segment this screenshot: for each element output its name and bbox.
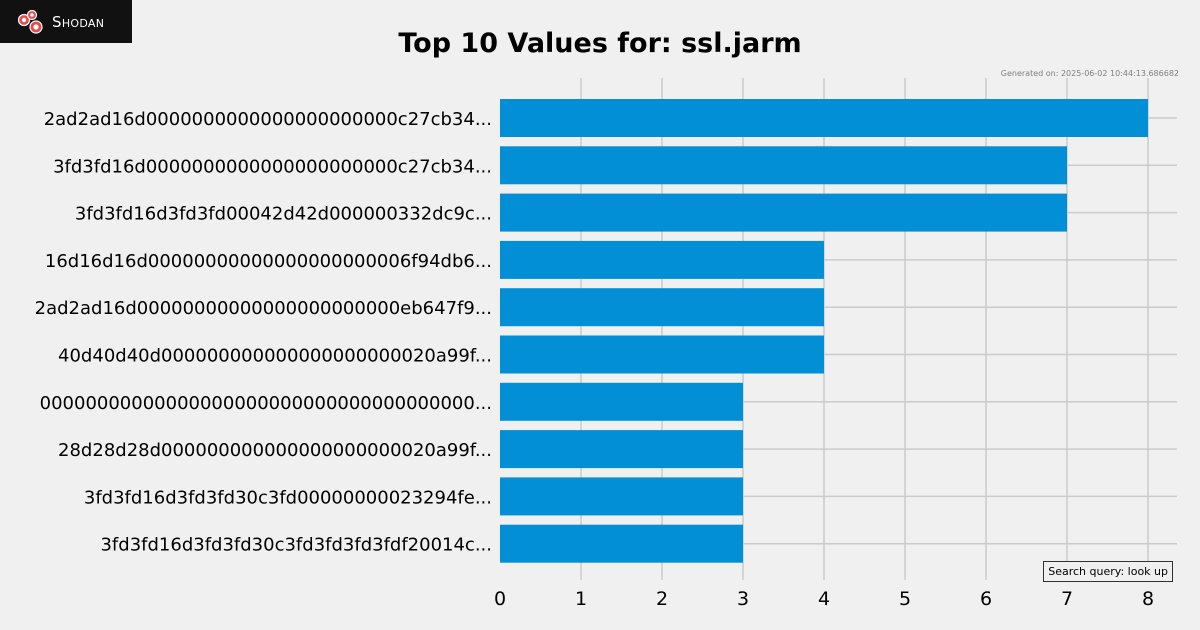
shodan-logo-text: Shodan — [52, 12, 105, 31]
category-label: 3fd3fd16d3fd3fd00042d42d000000332dc9c... — [75, 204, 492, 225]
bar — [500, 240, 824, 279]
category-label: 40d40d40d000000000000000000000020a99f... — [58, 346, 492, 367]
bar — [500, 335, 824, 374]
category-label: 3fd3fd16d3fd3fd30c3fd00000000023294fe... — [84, 487, 492, 508]
x-tick-label: 5 — [899, 588, 911, 610]
category-label: 28d28d28d000000000000000000000020a99f... — [58, 440, 492, 461]
x-tick-label: 7 — [1061, 588, 1073, 610]
bar — [500, 146, 1067, 185]
category-label: 2ad2ad16d0000000000000000000000c27cb34..… — [44, 109, 492, 130]
bars — [500, 99, 1148, 563]
bar — [500, 524, 743, 563]
category-label: 2ad2ad16d00000000000000000000000eb647f9.… — [35, 298, 492, 319]
category-labels: 2ad2ad16d0000000000000000000000c27cb34..… — [35, 109, 492, 556]
category-label: 3fd3fd16d0000000000000000000000c27cb34..… — [53, 156, 492, 177]
bar — [500, 430, 743, 469]
x-tick-label: 2 — [656, 588, 668, 610]
bar — [500, 288, 824, 327]
bar — [500, 382, 743, 421]
x-tick-label: 8 — [1142, 588, 1154, 610]
bar — [500, 477, 743, 516]
x-tick-label: 4 — [818, 588, 830, 610]
bar — [500, 99, 1148, 137]
generated-timestamp: Generated on: 2025-06-02 10:44:13.686682 — [1000, 69, 1179, 78]
x-tick-label: 0 — [494, 588, 506, 610]
x-tick-labels: 0 1 2 3 4 5 6 7 8 — [494, 588, 1154, 610]
shodan-logo[interactable]: Shodan — [0, 0, 132, 43]
x-tick-label: 1 — [575, 588, 587, 610]
shodan-logo-icon — [17, 9, 43, 34]
category-label: 16d16d16d00000000000000000000006f94db6..… — [45, 251, 492, 272]
chart-title: Top 10 Values for: ssl.jarm — [398, 28, 802, 59]
x-tick-label: 3 — [737, 588, 749, 610]
category-label: 00000000000000000000000000000000000000..… — [40, 393, 492, 414]
bar — [500, 193, 1067, 232]
x-tick-label: 6 — [980, 588, 992, 610]
category-label: 3fd3fd16d3fd3fd30c3fd3fd3fd3fdf20014c... — [100, 535, 492, 556]
search-query-box: Search query: look up — [1043, 561, 1173, 582]
